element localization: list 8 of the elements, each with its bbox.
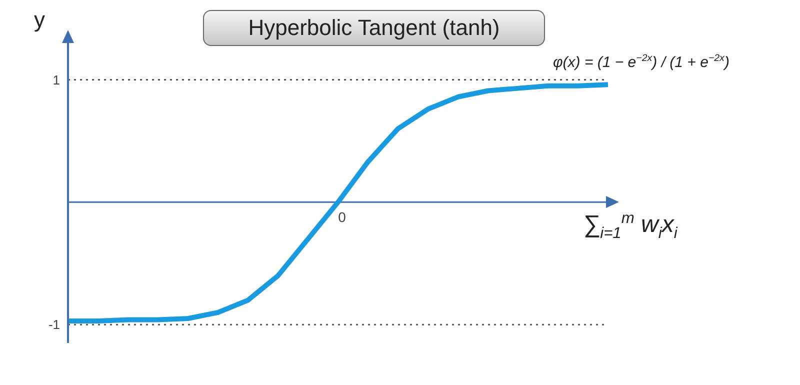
y-tick-label: -1 [48,317,60,332]
y-tick-label: 1 [52,72,60,88]
chart-title: Hyperbolic Tangent (tanh) [248,15,500,40]
annotation: φ(x) = (1 − e$^{−2x}$) / (1 + e$^{−2x}$) [553,53,730,71]
title-box: Hyperbolic Tangent (tanh) [203,10,545,46]
y-axis-title: y [34,7,45,32]
x-tick-label: 0 [338,209,346,226]
x-axis-title: ∑$_{i=1}$$^{m}$ w$_{i}$x$_{i}$ [583,210,678,242]
